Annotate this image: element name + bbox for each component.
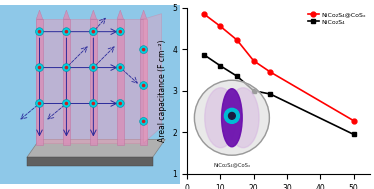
FancyBboxPatch shape [90, 19, 96, 145]
Circle shape [140, 46, 148, 53]
Polygon shape [36, 19, 147, 143]
Legend: NiCo₂S₄@CoSₓ, NiCo₂S₄: NiCo₂S₄@CoSₓ, NiCo₂S₄ [306, 11, 367, 26]
Line: NiCo₂S₄@CoSₓ: NiCo₂S₄@CoSₓ [201, 11, 356, 123]
Circle shape [92, 102, 95, 105]
Polygon shape [117, 10, 123, 19]
NiCo₂S₄ [268, 93, 273, 95]
Circle shape [89, 100, 97, 107]
Circle shape [140, 82, 148, 89]
Circle shape [116, 100, 124, 107]
Circle shape [119, 66, 122, 69]
FancyBboxPatch shape [36, 19, 43, 145]
Circle shape [116, 28, 124, 36]
Circle shape [142, 120, 145, 123]
Polygon shape [90, 10, 96, 19]
Circle shape [36, 28, 43, 36]
Circle shape [65, 102, 68, 105]
FancyBboxPatch shape [117, 19, 123, 145]
NiCo₂S₄ [218, 65, 223, 67]
Circle shape [62, 64, 70, 71]
Circle shape [65, 30, 68, 33]
NiCo₂S₄@CoSₓ [218, 25, 223, 27]
Circle shape [142, 84, 145, 87]
Circle shape [140, 118, 148, 125]
Circle shape [119, 102, 122, 105]
Circle shape [65, 66, 68, 69]
Circle shape [36, 100, 43, 107]
FancyBboxPatch shape [0, 5, 180, 184]
Polygon shape [140, 10, 147, 19]
FancyBboxPatch shape [63, 19, 70, 145]
NiCo₂S₄ [351, 133, 356, 136]
NiCo₂S₄ [251, 90, 256, 92]
NiCo₂S₄@CoSₓ [251, 60, 256, 62]
FancyBboxPatch shape [140, 19, 147, 145]
Circle shape [38, 102, 41, 105]
Circle shape [89, 64, 97, 71]
Circle shape [119, 30, 122, 33]
NiCo₂S₄@CoSₓ [202, 13, 206, 15]
NiCo₂S₄@CoSₓ [351, 119, 356, 122]
Circle shape [62, 100, 70, 107]
Circle shape [38, 66, 41, 69]
Circle shape [36, 64, 43, 71]
Circle shape [89, 28, 97, 36]
Polygon shape [36, 10, 43, 19]
Y-axis label: Areal capacitance (F cm⁻²): Areal capacitance (F cm⁻²) [158, 40, 167, 142]
Circle shape [92, 66, 95, 69]
Circle shape [92, 30, 95, 33]
Circle shape [142, 48, 145, 51]
Polygon shape [144, 14, 162, 143]
Line: NiCo₂S₄: NiCo₂S₄ [201, 52, 356, 137]
NiCo₂S₄ [235, 75, 239, 77]
Polygon shape [27, 139, 165, 157]
Circle shape [116, 64, 124, 71]
NiCo₂S₄ [202, 53, 206, 56]
Circle shape [38, 30, 41, 33]
NiCo₂S₄@CoSₓ [268, 71, 273, 73]
Polygon shape [27, 157, 153, 166]
Circle shape [62, 28, 70, 36]
Polygon shape [63, 10, 70, 19]
NiCo₂S₄@CoSₓ [235, 39, 239, 41]
